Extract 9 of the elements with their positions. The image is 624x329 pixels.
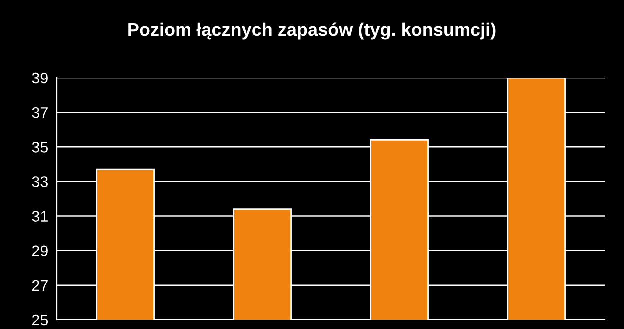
y-tick-label: 37 <box>32 107 48 118</box>
y-tick-label: 33 <box>32 176 48 188</box>
y-tick-label: 25 <box>32 314 48 326</box>
chart-title: Poziom łącznych zapasów (tyg. konsumcji) <box>128 22 496 40</box>
y-tick-label: 39 <box>32 72 48 84</box>
y-tick-label: 31 <box>32 211 48 222</box>
y-tick-label: 35 <box>32 142 48 153</box>
y-tick-label: 29 <box>32 246 48 257</box>
y-tick-label: 27 <box>32 280 48 291</box>
